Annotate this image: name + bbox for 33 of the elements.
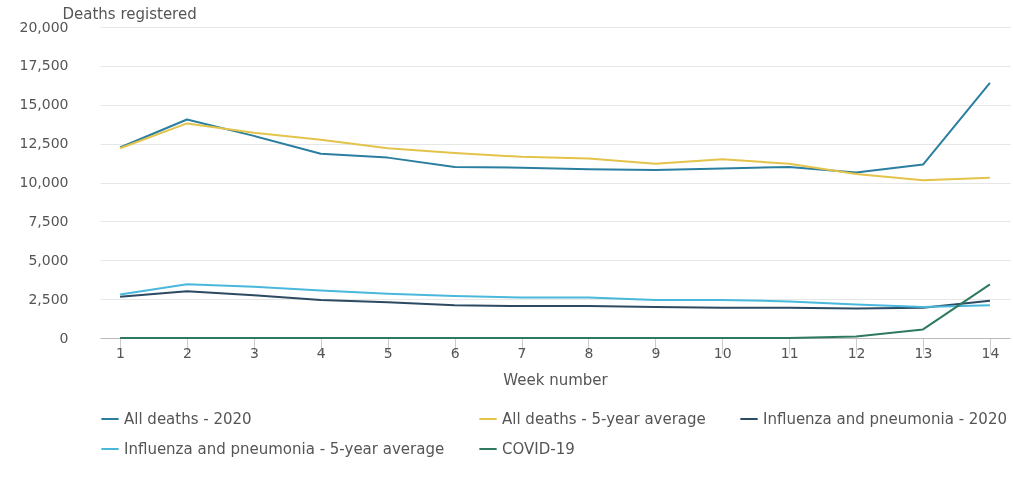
line-series: [119, 81, 991, 174]
x-tick-label: 11: [780, 344, 799, 361]
x-tick-label: 9: [651, 344, 661, 361]
x-tick-label: 8: [584, 344, 594, 361]
x-tick-label: 13: [914, 344, 933, 361]
line-series: [119, 122, 991, 182]
y-tick-label: 0: [59, 329, 69, 346]
y-tick-label: 2,500: [28, 290, 69, 307]
x-tick-label: 2: [183, 344, 192, 361]
line-series: [119, 283, 991, 339]
x-tick-label: 5: [383, 344, 393, 361]
y-tick-label: 15,000: [19, 96, 69, 113]
y-tick-label: 12,500: [19, 135, 69, 152]
x-tick-label: 6: [450, 344, 460, 361]
x-tick-label: 12: [847, 344, 866, 361]
y-tick-label: 17,500: [19, 57, 69, 74]
y-tick-label: 5,000: [28, 251, 69, 268]
legend-label: All deaths - 5-year average: [502, 410, 706, 428]
x-tick-label: 7: [517, 344, 527, 361]
line-series: [119, 283, 991, 308]
legend-label: Influenza and pneumonia - 5-year average: [124, 440, 445, 458]
y-tick-label: 10,000: [19, 174, 69, 190]
y-tick-label: 7,500: [28, 212, 69, 229]
x-tick-label: 1: [116, 344, 126, 361]
x-tick-label: 14: [981, 344, 1000, 361]
x-tick-label: 3: [249, 344, 259, 361]
legend-label: Influenza and pneumonia - 2020: [763, 410, 1007, 428]
line-series: [119, 290, 991, 310]
x-tick-label: 10: [713, 344, 732, 361]
x-axis-title: Week number: [503, 370, 609, 389]
x-tick-label: 4: [316, 344, 326, 361]
legend-label: COVID-19: [502, 440, 575, 458]
legend-label: All deaths - 2020: [124, 410, 252, 428]
